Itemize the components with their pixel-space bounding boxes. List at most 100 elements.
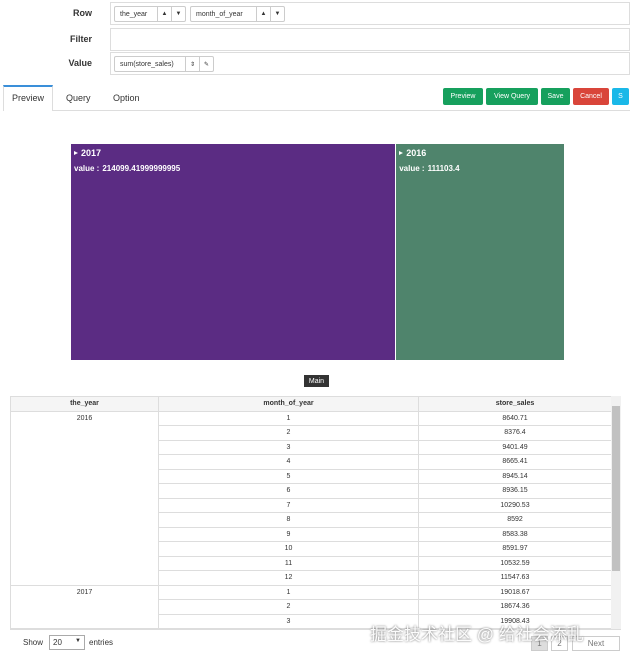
agg-button[interactable]: ⇕ <box>185 57 199 71</box>
show-label: Show <box>23 638 44 647</box>
value-label: value : <box>399 164 425 173</box>
field-chip[interactable]: month_of_year ▲ ▼ <box>190 6 285 22</box>
month-cell: 3 <box>158 439 419 455</box>
node-value: value :111103.4 <box>399 164 561 173</box>
table-row: 3 9401.49 <box>11 439 612 455</box>
node-title: 2016 <box>399 148 561 158</box>
page-button[interactable]: 2 <box>551 636 568 651</box>
sales-cell: 11547.63 <box>418 570 612 586</box>
row-box[interactable]: the_year ▲ ▼ month_of_year ▲ ▼ <box>110 2 630 25</box>
active-tab <box>3 85 53 111</box>
save-button[interactable]: Save <box>541 88 570 105</box>
tab[interactable]: Option <box>113 93 140 103</box>
sales-cell: 10290.53 <box>418 497 612 513</box>
sort-button[interactable]: ▲ <box>157 7 171 21</box>
year-cell: 2016 <box>10 410 159 586</box>
tab-line <box>53 110 630 111</box>
table-row: 10 8591.97 <box>11 541 612 557</box>
field-name: month_of_year <box>196 10 243 18</box>
month-cell: 1 <box>158 410 419 426</box>
page-size: 20 <box>53 638 62 647</box>
column-header[interactable]: month_of_year <box>158 396 419 412</box>
filter-label: Filter <box>69 34 92 44</box>
sales-cell: 8665.41 <box>418 454 612 470</box>
table-row: 3 19908.43 <box>11 613 612 629</box>
expand-icon <box>399 151 404 155</box>
field-name: sum(store_sales) <box>120 60 174 68</box>
year-cell: 2017 <box>10 584 159 629</box>
month-cell: 2 <box>158 599 419 615</box>
table-row: 7 10290.53 <box>11 497 612 513</box>
month-cell: 12 <box>158 570 419 586</box>
value-label: Value <box>68 58 92 68</box>
month-cell: 3 <box>158 613 419 629</box>
scrollbar[interactable] <box>611 396 621 629</box>
treemap-node[interactable]: 2017 value :214099.41999999995 <box>71 144 396 360</box>
scroll-thumb[interactable] <box>612 406 620 571</box>
field-name: the_year <box>120 10 148 18</box>
sales-cell: 8936.15 <box>418 483 612 499</box>
table-body: 2016 1 8640.71 2 8376.4 3 9401.49 4 8665.41 5 8945… <box>10 410 612 629</box>
value-number: 111103.4 <box>427 164 460 173</box>
table-row: 4 8665.41 <box>11 454 612 470</box>
treemap-node[interactable]: 2016 value :111103.4 <box>396 144 564 360</box>
sort-button[interactable]: ▲ <box>256 7 270 21</box>
header-row: the_year month_of_year store_sales <box>10 396 612 412</box>
month-cell: 6 <box>158 483 419 499</box>
page-size-select[interactable]: 20 ▼ <box>49 635 85 650</box>
sales-cell: 9401.49 <box>418 439 612 455</box>
value-label: value : <box>74 164 100 173</box>
node-value: value :214099.41999999995 <box>74 164 392 173</box>
month-cell: 2 <box>158 425 419 441</box>
filter-button[interactable]: ▼ <box>171 7 185 21</box>
sales-cell: 8592 <box>418 512 612 528</box>
month-cell: 11 <box>158 555 419 571</box>
sales-cell: 8591.97 <box>418 541 612 557</box>
sales-cell: 18674.36 <box>418 599 612 615</box>
main-button[interactable]: Main <box>304 375 329 387</box>
month-cell: 9 <box>158 526 419 542</box>
next-button[interactable]: Next <box>572 636 620 651</box>
watermark: 掘金技术社区 @ 给社会添乱 <box>370 625 584 644</box>
table-row: 11 10532.59 <box>11 555 612 571</box>
column-header[interactable]: the_year <box>10 396 159 412</box>
sales-cell: 8640.71 <box>418 410 612 426</box>
filter-button[interactable]: ▼ <box>270 7 284 21</box>
entries-label: entries <box>89 638 114 647</box>
expand-icon <box>74 151 78 155</box>
month-cell: 5 <box>158 468 419 484</box>
filter-box[interactable] <box>110 28 630 51</box>
value-box[interactable]: sum(store_sales) ⇕ ✎ <box>110 52 630 75</box>
tab[interactable]: Query <box>66 93 91 103</box>
table-row: 2017 1 19018.67 <box>10 584 612 629</box>
sales-cell: 8583.38 <box>418 526 612 542</box>
month-cell: 10 <box>158 541 419 557</box>
value-number: 214099.41999999995 <box>102 164 181 173</box>
node-name: 2017 <box>81 148 102 158</box>
data-table: the_year month_of_year store_sales 2016 1 864… <box>10 396 612 629</box>
month-cell: 7 <box>158 497 419 513</box>
node-title: 2017 <box>74 148 392 158</box>
table-row: 2016 1 8640.71 <box>10 410 612 586</box>
sales-cell: 19018.67 <box>418 584 612 600</box>
row-label: Row <box>73 8 92 18</box>
preview-button[interactable]: Preview <box>443 88 483 105</box>
sales-cell: 8376.4 <box>418 425 612 441</box>
s-button[interactable]: S <box>612 88 629 105</box>
month-cell: 4 <box>158 454 419 470</box>
node-name: 2016 <box>406 148 427 158</box>
view-query-button[interactable]: View Query <box>486 88 538 105</box>
month-cell: 1 <box>158 584 419 600</box>
sales-cell: 10532.59 <box>418 555 612 571</box>
month-cell: 8 <box>158 512 419 528</box>
value-chip[interactable]: sum(store_sales) ⇕ ✎ <box>114 56 214 72</box>
table-wrap: the_year month_of_year store_sales 2016 1 864… <box>10 396 621 630</box>
field-chip[interactable]: the_year ▲ ▼ <box>114 6 186 22</box>
edit-button[interactable]: ✎ <box>199 57 213 71</box>
sales-cell: 8945.14 <box>418 468 612 484</box>
cancel-button[interactable]: Cancel <box>573 88 609 105</box>
page-button[interactable]: 1 <box>531 636 548 651</box>
tab[interactable]: Preview <box>12 93 45 103</box>
column-header[interactable]: store_sales <box>418 396 612 412</box>
